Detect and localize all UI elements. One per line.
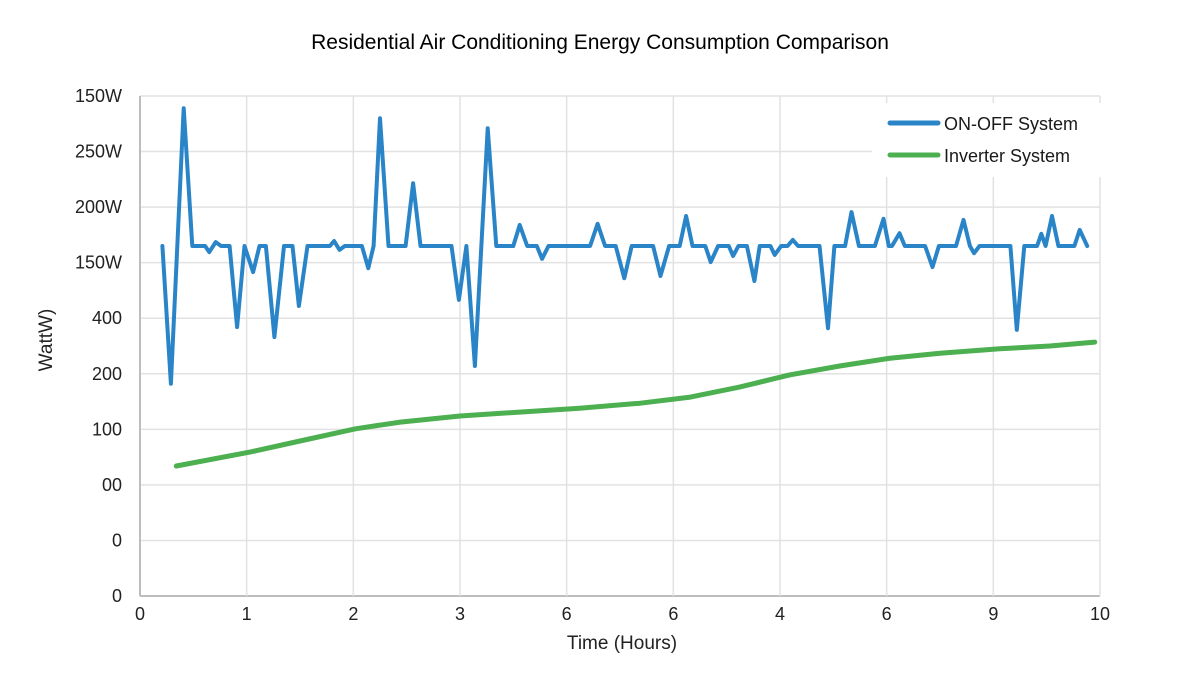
- y-tick-label: 00: [102, 475, 122, 495]
- y-tick-label: 0: [112, 530, 122, 550]
- y-tick-label: 250W: [75, 142, 122, 162]
- x-tick-labels: 0 1 2 3 6 6 4 6 9 10: [135, 604, 1110, 624]
- series-points-inverter: [176, 342, 1095, 467]
- y-tick-label: 200: [92, 364, 122, 384]
- x-tick-label: 3: [455, 604, 465, 624]
- x-tick-label: 1: [242, 604, 252, 624]
- x-tick-label: 6: [668, 604, 678, 624]
- y-tick-label: 0: [112, 586, 122, 606]
- legend: ON-OFF System Inverter System: [872, 103, 1104, 177]
- x-tick-label: 2: [348, 604, 358, 624]
- y-tick-label: 400: [92, 308, 122, 328]
- x-tick-label: 6: [562, 604, 572, 624]
- legend-label-inverter: Inverter System: [944, 146, 1070, 166]
- y-axis-label: WattW): [36, 309, 57, 372]
- y-tick-label: 150W: [75, 86, 122, 106]
- series-points-on-off: [162, 108, 1088, 384]
- x-tick-label: 10: [1090, 604, 1110, 624]
- x-axis-label: Time (Hours): [567, 633, 677, 654]
- legend-label-on-off: ON-OFF System: [944, 114, 1078, 134]
- x-tick-label: 4: [775, 604, 785, 624]
- y-tick-label: 150W: [75, 253, 122, 273]
- chart-title: Residential Air Conditioning Energy Cons…: [311, 31, 889, 54]
- series-line-inverter: [173, 339, 1098, 469]
- x-tick-label: 9: [988, 604, 998, 624]
- y-tick-label: 100: [92, 419, 122, 439]
- y-tick-label: 200W: [75, 197, 122, 217]
- x-tick-label: 6: [882, 604, 892, 624]
- series-lines: [160, 106, 1098, 469]
- grid: [139, 95, 1101, 597]
- legend-box: [872, 103, 1104, 177]
- x-tick-label: 0: [135, 604, 145, 624]
